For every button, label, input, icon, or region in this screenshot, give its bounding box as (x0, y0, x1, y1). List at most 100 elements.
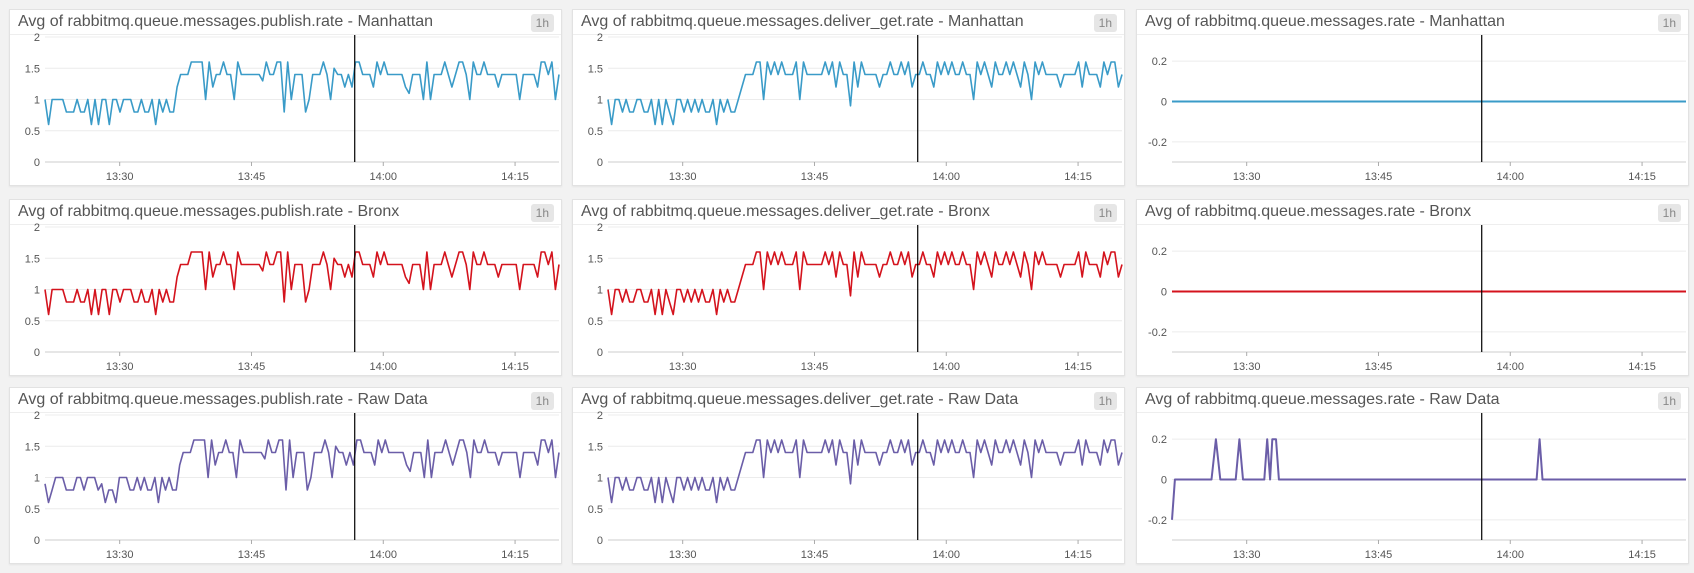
chart-panel-publish-bronx: Avg of rabbitmq.queue.messages.publish.r… (9, 199, 562, 376)
panel-title: Avg of rabbitmq.queue.messages.publish.r… (18, 203, 400, 220)
y-tick-label: 2 (597, 222, 603, 234)
line-chart[interactable]: 0 0.5 1 1.5 2 13:30 13:45 14:00 14:15 (10, 200, 563, 377)
y-tick-label: 1 (597, 473, 603, 485)
y-tick-label: 0 (597, 535, 603, 547)
x-tick-label: 13:45 (1365, 171, 1393, 183)
x-tick-label: 13:45 (801, 171, 829, 183)
x-tick-label: 14:15 (1064, 549, 1092, 561)
x-tick-label: 13:45 (801, 361, 829, 373)
y-tick-label: 0 (597, 347, 603, 359)
panel-title: Avg of rabbitmq.queue.messages.rate - Ma… (1145, 13, 1505, 30)
panel-header: Avg of rabbitmq.queue.messages.deliver_g… (573, 200, 1124, 225)
x-tick-label: 14:00 (933, 361, 961, 373)
line-chart[interactable]: -0.2 0 0.2 13:30 13:45 14:00 14:15 (1137, 200, 1690, 377)
panel-header: Avg of rabbitmq.queue.messages.deliver_g… (573, 388, 1124, 413)
timeframe-badge[interactable]: 1h (1657, 392, 1681, 410)
x-tick-label: 13:30 (669, 549, 697, 561)
x-tick-label: 14:00 (933, 171, 961, 183)
panel-header: Avg of rabbitmq.queue.messages.rate - Ma… (1137, 10, 1688, 35)
panel-header: Avg of rabbitmq.queue.messages.deliver_g… (573, 10, 1124, 35)
series-line (1171, 438, 1686, 520)
panel-title: Avg of rabbitmq.queue.messages.publish.r… (18, 13, 434, 30)
line-chart[interactable]: -0.2 0 0.2 13:30 13:45 14:00 14:15 (1137, 10, 1690, 187)
x-tick-label: 13:30 (1233, 171, 1261, 183)
y-tick-label: 1 (597, 95, 603, 107)
y-tick-label: 1.5 (25, 253, 40, 265)
y-tick-label: 0 (34, 535, 40, 547)
chart-panel-publish-raw: Avg of rabbitmq.queue.messages.publish.r… (9, 387, 562, 564)
chart-panel-messages-raw: Avg of rabbitmq.queue.messages.rate - Ra… (1136, 387, 1689, 564)
y-tick-label: 1.5 (588, 253, 603, 265)
panel-header: Avg of rabbitmq.queue.messages.publish.r… (10, 200, 561, 225)
timeframe-badge[interactable]: 1h (1093, 14, 1117, 32)
timeframe-badge[interactable]: 1h (1657, 204, 1681, 222)
panel-header: Avg of rabbitmq.queue.messages.rate - Br… (1137, 200, 1688, 225)
y-tick-label: 2 (34, 410, 40, 422)
x-tick-label: 13:30 (106, 171, 134, 183)
line-chart[interactable]: 0 0.5 1 1.5 2 13:30 13:45 14:00 14:15 (573, 10, 1126, 187)
x-tick-label: 14:00 (1497, 549, 1525, 561)
line-chart[interactable]: 0 0.5 1 1.5 2 13:30 13:45 14:00 14:15 (573, 200, 1126, 377)
panel-title: Avg of rabbitmq.queue.messages.rate - Ra… (1145, 391, 1500, 408)
x-tick-label: 13:30 (669, 171, 697, 183)
x-tick-label: 13:30 (669, 361, 697, 373)
x-tick-label: 14:15 (501, 361, 529, 373)
x-tick-label: 13:30 (1233, 361, 1261, 373)
y-tick-label: 0 (1161, 475, 1167, 487)
x-tick-label: 13:30 (106, 361, 134, 373)
y-tick-label: 0.5 (588, 126, 603, 138)
panel-title: Avg of rabbitmq.queue.messages.deliver_g… (581, 391, 1019, 408)
x-tick-label: 14:15 (1064, 361, 1092, 373)
panel-header: Avg of rabbitmq.queue.messages.publish.r… (10, 10, 561, 35)
y-tick-label: 1 (597, 285, 603, 297)
x-tick-label: 14:15 (1628, 361, 1656, 373)
panel-header: Avg of rabbitmq.queue.messages.rate - Ra… (1137, 388, 1688, 413)
x-tick-label: 14:15 (1628, 549, 1656, 561)
y-tick-label: 0.5 (588, 504, 603, 516)
x-tick-label: 13:45 (238, 171, 266, 183)
panel-title: Avg of rabbitmq.queue.messages.rate - Br… (1145, 203, 1472, 220)
y-tick-label: 2 (597, 410, 603, 422)
line-chart[interactable]: 0 0.5 1 1.5 2 13:30 13:45 14:00 14:15 (10, 388, 563, 565)
y-tick-label: 0 (34, 157, 40, 169)
y-tick-label: 0 (597, 157, 603, 169)
series-line (44, 439, 560, 504)
line-chart[interactable]: 0 0.5 1 1.5 2 13:30 13:45 14:00 14:15 (573, 388, 1126, 565)
y-tick-label: 0.2 (1152, 56, 1167, 68)
x-tick-label: 13:45 (1365, 361, 1393, 373)
timeframe-badge[interactable]: 1h (1093, 392, 1117, 410)
y-tick-label: 0 (34, 347, 40, 359)
y-tick-label: 1.5 (25, 63, 40, 75)
x-tick-label: 14:15 (501, 171, 529, 183)
y-tick-label: 1.5 (588, 63, 603, 75)
x-tick-label: 14:00 (1497, 171, 1525, 183)
chart-panel-publish-manhattan: Avg of rabbitmq.queue.messages.publish.r… (9, 9, 562, 186)
y-tick-label: 0.5 (588, 316, 603, 328)
chart-panel-deliver-manhattan: Avg of rabbitmq.queue.messages.deliver_g… (572, 9, 1125, 186)
x-tick-label: 14:00 (933, 549, 961, 561)
chart-panel-deliver-bronx: Avg of rabbitmq.queue.messages.deliver_g… (572, 199, 1125, 376)
y-tick-label: 0.5 (25, 316, 40, 328)
timeframe-badge[interactable]: 1h (1093, 204, 1117, 222)
line-chart[interactable]: 0 0.5 1 1.5 2 13:30 13:45 14:00 14:15 (10, 10, 563, 187)
chart-panel-deliver-raw: Avg of rabbitmq.queue.messages.deliver_g… (572, 387, 1125, 564)
y-tick-label: 2 (34, 32, 40, 44)
panel-header: Avg of rabbitmq.queue.messages.publish.r… (10, 388, 561, 413)
y-tick-label: 0 (1161, 287, 1167, 299)
x-tick-label: 13:45 (238, 549, 266, 561)
x-tick-label: 13:45 (801, 549, 829, 561)
x-tick-label: 13:45 (1365, 549, 1393, 561)
timeframe-badge[interactable]: 1h (530, 204, 554, 222)
timeframe-badge[interactable]: 1h (530, 14, 554, 32)
y-tick-label: 2 (597, 32, 603, 44)
timeframe-badge[interactable]: 1h (530, 392, 554, 410)
y-tick-label: 2 (34, 222, 40, 234)
x-tick-label: 14:00 (370, 549, 398, 561)
series-line (607, 61, 1123, 126)
series-line (44, 251, 560, 316)
x-tick-label: 14:15 (501, 549, 529, 561)
timeframe-badge[interactable]: 1h (1657, 14, 1681, 32)
chart-panel-messages-bronx: Avg of rabbitmq.queue.messages.rate - Br… (1136, 199, 1689, 376)
line-chart[interactable]: -0.2 0 0.2 13:30 13:45 14:00 14:15 (1137, 388, 1690, 565)
x-tick-label: 13:45 (238, 361, 266, 373)
